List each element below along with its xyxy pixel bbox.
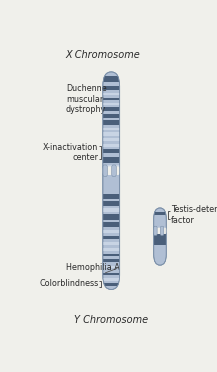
Bar: [103, 132, 120, 136]
Bar: [154, 234, 166, 245]
Bar: [103, 259, 120, 262]
FancyBboxPatch shape: [112, 165, 116, 176]
Bar: [103, 120, 120, 125]
Bar: [103, 208, 120, 212]
Bar: [103, 165, 120, 170]
Bar: [103, 248, 120, 251]
Bar: [103, 230, 120, 233]
Text: Colorblindness: Colorblindness: [39, 279, 98, 288]
Bar: [103, 114, 120, 118]
Bar: [103, 193, 120, 199]
Bar: [103, 222, 120, 227]
Bar: [103, 201, 120, 206]
Text: Y Chromosome: Y Chromosome: [74, 315, 148, 325]
FancyBboxPatch shape: [103, 72, 120, 289]
Bar: [103, 283, 120, 286]
FancyBboxPatch shape: [103, 165, 107, 176]
Text: X Chromosome: X Chromosome: [66, 50, 140, 60]
Bar: [103, 97, 120, 100]
Bar: [103, 235, 120, 239]
Bar: [103, 254, 120, 256]
FancyBboxPatch shape: [153, 228, 167, 234]
Bar: [103, 157, 120, 163]
FancyBboxPatch shape: [154, 208, 166, 265]
Bar: [103, 86, 120, 90]
Bar: [103, 149, 120, 153]
Text: Hemophilia A: Hemophilia A: [66, 263, 120, 273]
Bar: [103, 138, 120, 141]
FancyBboxPatch shape: [102, 166, 120, 175]
Bar: [103, 241, 120, 245]
FancyBboxPatch shape: [160, 226, 164, 235]
Bar: [103, 128, 120, 130]
Bar: [103, 215, 120, 219]
Bar: [103, 107, 120, 111]
FancyBboxPatch shape: [154, 226, 157, 235]
Text: Testis-determining
factor: Testis-determining factor: [171, 205, 217, 225]
Text: X-inactivation
center: X-inactivation center: [43, 143, 98, 163]
Bar: [103, 103, 120, 105]
Bar: [103, 144, 120, 147]
Bar: [154, 212, 166, 215]
Text: Duchenne
muscular
dystrophy: Duchenne muscular dystrophy: [66, 84, 106, 114]
Bar: [103, 266, 120, 268]
Bar: [103, 278, 120, 280]
Bar: [103, 93, 120, 95]
Bar: [103, 76, 120, 81]
Bar: [103, 273, 120, 275]
